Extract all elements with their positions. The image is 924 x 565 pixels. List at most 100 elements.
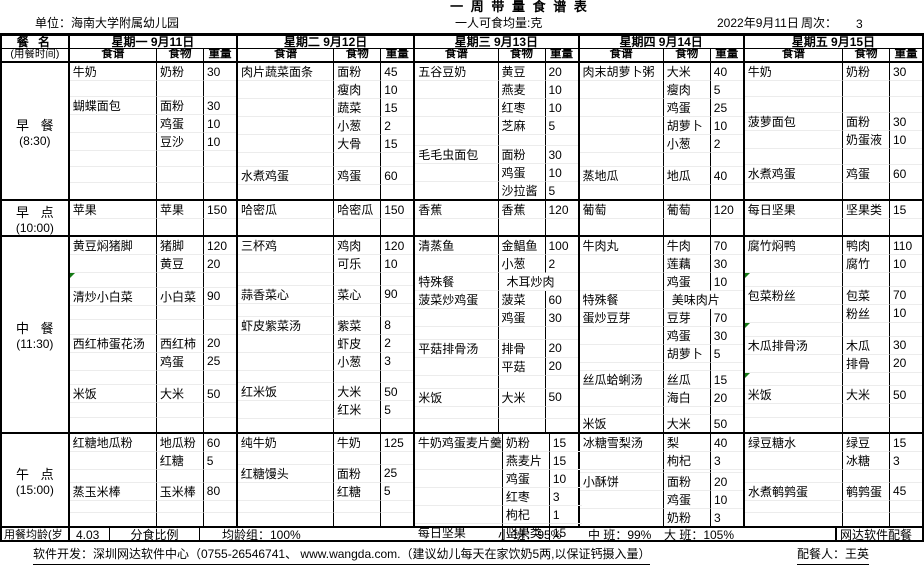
food-cell: 金鲳鱼 xyxy=(497,237,545,255)
weight-cell xyxy=(202,417,236,432)
weight-cell xyxy=(544,375,578,389)
food-cell: 丝瓜 xyxy=(662,371,710,389)
weight-cell: 10 xyxy=(544,81,578,99)
weight-cell: 30 xyxy=(202,97,236,115)
footer-note-row: 软件开发：深圳网达软件中心（0755-26546741、 www.wangda.… xyxy=(0,542,924,565)
dish-cell: 包菜粉丝 xyxy=(744,287,842,305)
dish-cell xyxy=(238,219,333,235)
food-cell: 地瓜 xyxy=(662,167,710,185)
dish-cell xyxy=(69,273,156,288)
food-cell xyxy=(155,305,203,320)
dish-cell xyxy=(69,255,156,273)
weight-cell: 50 xyxy=(709,415,743,432)
sub-header-food: 食物 xyxy=(497,49,545,61)
dish-cell xyxy=(237,401,334,420)
food-cell: 猪脚 xyxy=(155,237,203,255)
sub-header-weight: 重量 xyxy=(709,49,743,61)
dish-cell xyxy=(745,418,842,432)
weight-cell xyxy=(202,151,236,167)
meal-time: (8:30) xyxy=(19,133,51,148)
food-cell: 坚果类 xyxy=(842,201,889,219)
meal-time-header: (用餐时间) xyxy=(10,49,60,60)
weight-cell xyxy=(709,219,743,235)
dish-cell xyxy=(238,185,333,199)
food-cell xyxy=(333,370,381,384)
dish-cell xyxy=(237,81,334,99)
day-subheader-3: 食谱 食物 重量 xyxy=(577,49,743,61)
food-cell: 大骨 xyxy=(333,135,381,153)
dish-cell: 特殊餐 xyxy=(579,291,663,309)
food-cell: 大米 xyxy=(662,415,710,432)
dish-cell xyxy=(237,501,333,514)
dish-cell: 每日坚果 xyxy=(744,201,842,219)
weight-cell xyxy=(379,500,413,514)
dish-cell xyxy=(70,418,156,433)
dish-cell xyxy=(580,219,663,235)
weight-cell: 10 xyxy=(544,164,578,182)
dish-cell: 水煮鸡蛋 xyxy=(237,167,334,185)
weight-cell: 30 xyxy=(709,327,743,345)
food-cell: 玉米棒 xyxy=(155,482,203,501)
big-class-ratio: 大 班：105% xyxy=(664,528,735,542)
weight-cell: 20 xyxy=(544,63,578,81)
weight-cell xyxy=(380,185,413,199)
dish-cell: 清蒸鱼 xyxy=(415,237,498,255)
weight-cell: 125 xyxy=(379,434,413,452)
food-cell: 鸡蛋 xyxy=(662,99,710,117)
food-cell: 燕麦 xyxy=(497,81,545,99)
sub-header-weight: 重量 xyxy=(544,49,578,61)
weight-cell xyxy=(202,183,236,199)
food-cell: 面粉 xyxy=(497,146,545,164)
per-person-label: 一人可食均量:克 xyxy=(455,16,543,30)
weight-cell: 30 xyxy=(889,113,922,131)
weight-cell: 70 xyxy=(709,237,743,255)
day-cell-4: 每日坚果 坚果类 15 xyxy=(742,201,922,235)
food-cell xyxy=(332,500,380,514)
dish-cell xyxy=(744,355,842,373)
dish-cell xyxy=(579,81,663,99)
weight-cell: 25 xyxy=(202,352,236,371)
weight-cell: 10 xyxy=(544,99,578,117)
dish-cell: 红糖地瓜粉 xyxy=(69,434,156,452)
weight-cell: 10 xyxy=(380,255,414,273)
day-cell-1: 肉片蔬菜面条 面粉 45 瘦肉 10 蔬菜 15 小葱 2 大骨 15 水煮鸡蛋 鸡蛋 60 xyxy=(235,63,414,199)
food-cell: 可乐 xyxy=(333,255,381,273)
day-subheader-4: 食谱 食物 重量 xyxy=(742,49,922,61)
dish-cell xyxy=(744,404,842,419)
food-cell: 面粉 xyxy=(155,97,203,115)
meal-name: 早 点 xyxy=(16,204,58,220)
weight-cell xyxy=(379,513,413,526)
food-cell xyxy=(842,183,889,199)
weight-cell xyxy=(380,370,414,384)
food-cell: 沙拉酱 xyxy=(497,182,545,199)
week-number-label: 周次： xyxy=(801,16,838,30)
weight-cell: 20 xyxy=(544,339,578,358)
day-subheader-1: 食谱 食物 重量 xyxy=(235,49,413,61)
food-cell xyxy=(332,513,380,526)
dish-cell: 蒸地瓜 xyxy=(579,167,663,185)
weight-cell: 10 xyxy=(709,117,743,135)
dish-cell xyxy=(69,371,156,385)
day-cell-0: 黄豆焖猪脚 猪脚 120 黄豆 20 清炒小白菜 小白菜 90 西红柿蛋花汤 西红柿 20 鸡蛋 25 米… xyxy=(67,237,236,433)
dish-cell xyxy=(579,99,663,117)
dish-cell: 蒜香菜心 xyxy=(237,286,334,304)
dish-cell: 米饭 xyxy=(415,389,498,407)
food-cell: 红糖 xyxy=(155,452,203,470)
food-cell: 坚果类 xyxy=(501,524,549,541)
dish-cell xyxy=(415,164,498,182)
dish-cell xyxy=(238,419,333,432)
weight-cell: 20 xyxy=(202,334,236,353)
food-cell: 冰糖 xyxy=(842,452,889,470)
meal-name: 早 餐 xyxy=(16,117,58,133)
dish-cell xyxy=(69,115,156,133)
day-header-4: 星期五 9月15日 xyxy=(742,36,922,48)
dish-cell xyxy=(579,363,663,371)
weight-cell: 8 xyxy=(380,316,414,335)
dish-cell: 水煮鹌鹑蛋 xyxy=(744,483,842,501)
weight-cell: 120 xyxy=(380,237,414,255)
ratio-values-cell: 均龄组：100% 小 班：95% 中 班：99% 大 班：105% xyxy=(199,528,835,542)
dish-cell xyxy=(414,488,502,506)
dish-cell xyxy=(70,183,156,199)
dish-cell xyxy=(579,470,663,473)
day-cell-1: 纯牛奶 牛奶 125 红糖馒头 面粉 25 红糖 5 xyxy=(235,434,413,526)
